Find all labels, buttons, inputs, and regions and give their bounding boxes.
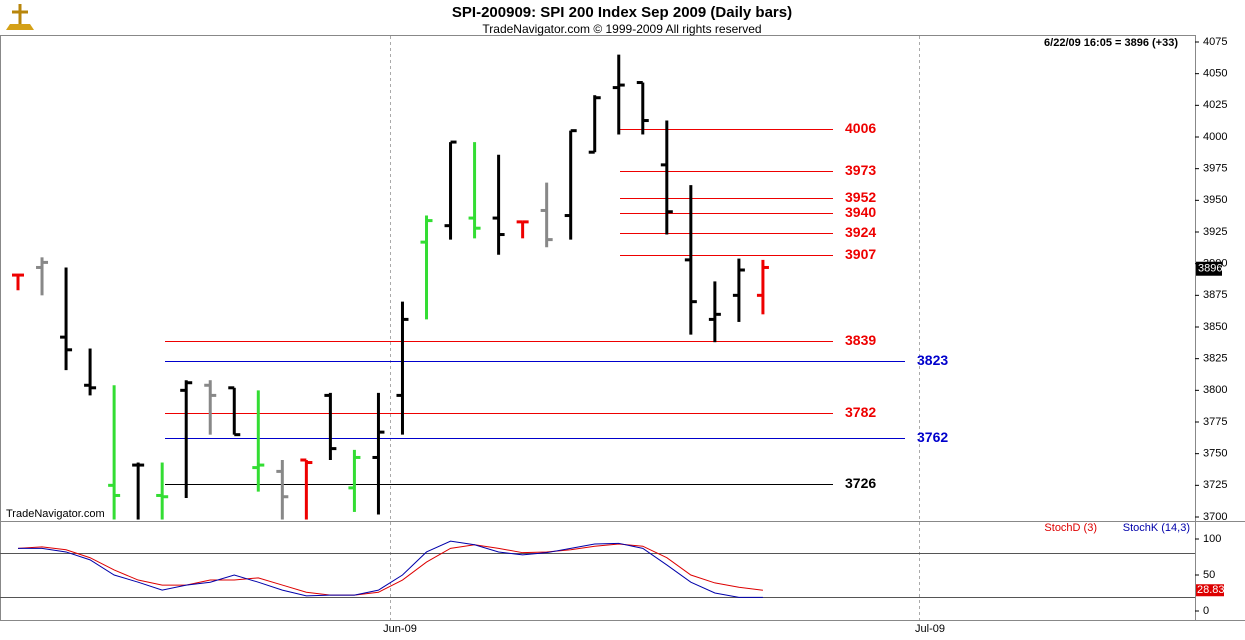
logo <box>6 4 34 30</box>
y-tick-label: 4025 <box>1203 99 1227 111</box>
y-tick-label: 4075 <box>1203 36 1227 48</box>
y-tick-label: 3750 <box>1203 448 1227 460</box>
level-label: 4006 <box>845 120 876 136</box>
y-tick-label: 3775 <box>1203 416 1227 428</box>
stoch-line <box>17 543 763 596</box>
logo-shape <box>12 4 28 24</box>
y-tick-label: 3950 <box>1203 194 1227 206</box>
level-label: 3823 <box>917 352 948 368</box>
logo-shape <box>6 24 34 30</box>
last-value-box <box>1196 584 1224 597</box>
x-tick-label: Jul-09 <box>915 623 945 635</box>
level-label: 3839 <box>845 332 876 348</box>
level-label: 3726 <box>845 475 876 491</box>
level-label: 3762 <box>917 429 948 445</box>
y-tick-label: 3825 <box>1203 353 1227 365</box>
last-value-label: 28.83 <box>1197 584 1225 596</box>
last-price-label: 3896 <box>1198 263 1222 275</box>
legend-entry: StochK (14,3) <box>1123 522 1190 534</box>
y-tick-label: 4050 <box>1203 68 1227 80</box>
legend-entry: StochD (3) <box>1044 522 1097 534</box>
y-tick-label: 50 <box>1203 569 1215 581</box>
level-label: 3782 <box>845 404 876 420</box>
chart-title: SPI-200909: SPI 200 Index Sep 2009 (Dail… <box>452 4 792 21</box>
y-tick-label: 0 <box>1203 605 1209 617</box>
y-tick-label: 3975 <box>1203 163 1227 175</box>
level-label: 3924 <box>845 224 876 240</box>
watermark: TradeNavigator.com <box>6 508 105 520</box>
level-label: 3907 <box>845 246 876 262</box>
level-label: 3952 <box>845 189 876 205</box>
y-tick-label: 3700 <box>1203 511 1227 523</box>
y-tick-label: 3925 <box>1203 226 1227 238</box>
y-tick-label: 3800 <box>1203 384 1227 396</box>
y-tick-label: 3850 <box>1203 321 1227 333</box>
stoch-line <box>18 540 763 598</box>
y-tick-label: 3725 <box>1203 479 1227 491</box>
y-tick-label: 4000 <box>1203 131 1227 143</box>
y-tick-label: 100 <box>1203 533 1221 545</box>
x-tick-label: Jun-09 <box>383 623 417 635</box>
chart-subtitle: TradeNavigator.com © 1999-2009 All right… <box>482 22 761 36</box>
y-tick-label: 3875 <box>1203 289 1227 301</box>
level-label: 3973 <box>845 162 876 178</box>
last-price-box <box>1196 261 1222 276</box>
info-text: 6/22/09 16:05 = 3896 (+33) <box>1044 37 1178 49</box>
level-label: 3940 <box>845 204 876 220</box>
